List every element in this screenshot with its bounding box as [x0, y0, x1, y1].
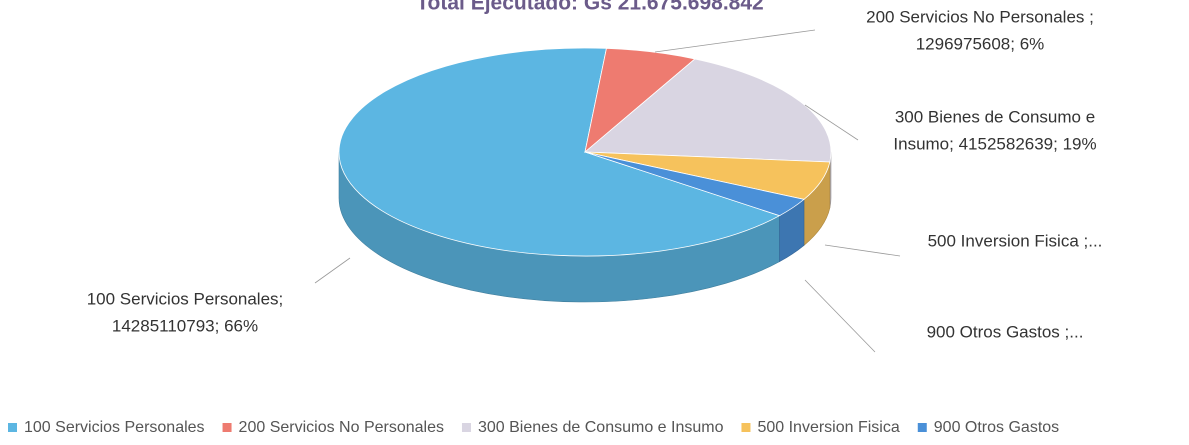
legend-swatch [8, 423, 17, 432]
pie-sides [338, 151, 832, 303]
leader-line [804, 104, 859, 141]
data-label: 200 Servicios No Personales ; [866, 7, 1094, 26]
data-label: 300 Bienes de Consumo e [895, 107, 1095, 126]
legend-swatch [917, 423, 927, 432]
legend-label: 900 Otros Gastos [934, 419, 1059, 436]
data-label: 14285110793; 66% [112, 316, 258, 335]
legend-swatch [222, 423, 232, 432]
data-label: 100 Servicios Personales; [87, 289, 284, 308]
leader-line [654, 29, 816, 53]
data-label: Insumo; 4152582639; 19% [893, 134, 1096, 153]
legend-label: 100 Servicios Personales [24, 419, 205, 436]
legend-label: 300 Bienes de Consumo e Insumo [478, 419, 724, 436]
slice [584, 151, 805, 217]
chart-title: Total Ejecutado: Gs 21.675.698.842 [416, 0, 763, 15]
data-label: 900 Otros Gastos ;... [927, 322, 1084, 341]
legend-label: 500 Inversion Fisica [757, 419, 899, 436]
slice [583, 58, 832, 163]
pie [338, 47, 832, 303]
legend: 100 Servicios Personales 200 Servicios No… [8, 419, 1059, 436]
data-labels: 100 Servicios Personales; 14285110793; 66… [87, 7, 1103, 353]
data-label: 1296975608; 6% [916, 34, 1045, 53]
legend-label: 200 Servicios No Personales [239, 419, 444, 436]
slice [338, 47, 781, 257]
legend-swatch [741, 423, 751, 432]
data-label: 500 Inversion Fisica ;... [928, 231, 1103, 250]
leader-line [824, 244, 901, 257]
pie-tops [338, 47, 832, 257]
leader-line [804, 279, 876, 353]
leader-line [314, 257, 351, 284]
legend-swatch [461, 423, 471, 432]
